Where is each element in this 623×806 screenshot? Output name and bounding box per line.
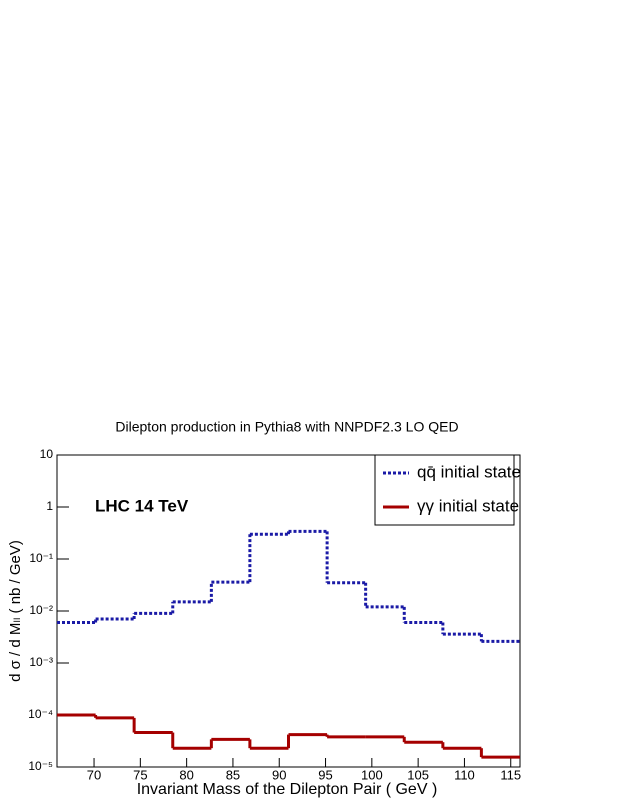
x-tick-label: 115 <box>500 767 521 782</box>
x-tick-label: 85 <box>226 767 240 782</box>
x-tick-label: 90 <box>272 767 286 782</box>
y-axis-label: d σ / d Mₗₗ ( nb / GeV) <box>7 540 24 682</box>
annotation: LHC 14 TeV <box>95 496 189 515</box>
x-tick-label: 110 <box>454 767 475 782</box>
chart-title: Dilepton production in Pythia8 with NNPD… <box>115 419 458 435</box>
legend-box <box>374 454 515 526</box>
legend-label: γγ initial state <box>417 496 519 515</box>
y-tick-label: 10⁻⁵ <box>28 759 53 773</box>
y-tick-label: 10⁻² <box>29 603 53 617</box>
y-tick-label: 10 <box>40 447 54 461</box>
x-tick-label: 80 <box>179 767 193 782</box>
legend-label: qq̄ initial state <box>417 462 521 481</box>
x-tick-label: 95 <box>318 767 332 782</box>
x-tick-label: 100 <box>361 767 383 782</box>
x-tick-label: 75 <box>133 767 147 782</box>
x-tick-label: 105 <box>407 767 429 782</box>
y-tick-label: 1 <box>46 499 53 513</box>
x-tick-label: 70 <box>87 767 101 782</box>
x-axis-label: Invariant Mass of the Dilepton Pair ( Ge… <box>137 781 438 798</box>
y-tick-label: 10⁻³ <box>29 655 53 669</box>
y-tick-label: 10⁻¹ <box>29 551 53 565</box>
y-tick-label: 10⁻⁴ <box>28 707 53 721</box>
